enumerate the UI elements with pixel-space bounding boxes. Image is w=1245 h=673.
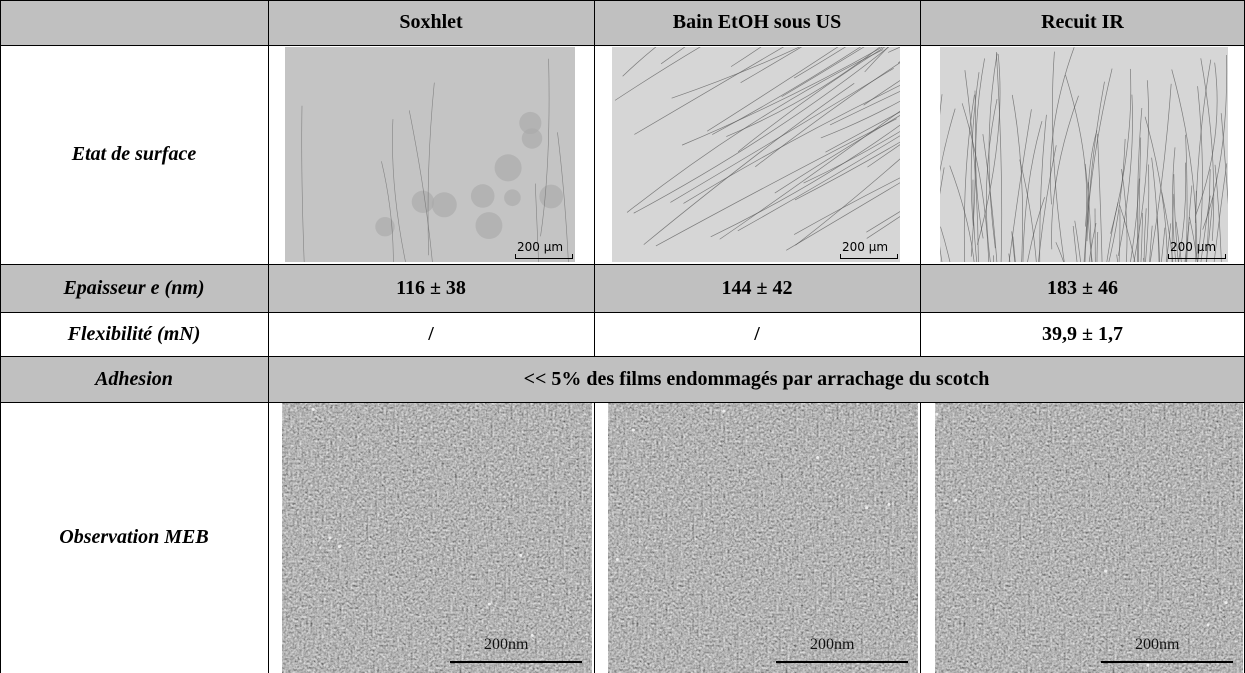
row-border (0, 0, 1245, 1)
sem-image (282, 403, 592, 673)
scale-label: 200 µm (1170, 240, 1217, 254)
col-border (0, 0, 1, 673)
scale-bar (450, 661, 582, 663)
scale-bar (1101, 661, 1233, 663)
row-border (0, 312, 1245, 313)
col-border (920, 402, 921, 673)
row-label: Adhesion (0, 356, 268, 402)
col-border (594, 402, 595, 673)
row-border (0, 402, 1245, 403)
value-cell: 39,9 ± 1,7 (1042, 322, 1123, 345)
row-label: Observation MEB (59, 526, 209, 548)
column-header: Recuit IR (920, 0, 1245, 45)
scale-bar (776, 661, 908, 663)
scale-label: 200nm (484, 636, 529, 653)
column-header: Bain EtOH sous US (594, 0, 920, 45)
surface-image (940, 47, 1228, 262)
row-label: Epaisseur e (nm) (0, 264, 268, 312)
scale-bar (515, 254, 573, 259)
surface-image (285, 47, 575, 262)
col-border (920, 0, 921, 356)
col-border (594, 0, 595, 356)
surface-image (612, 47, 900, 262)
value-cell: 183 ± 46 (920, 264, 1245, 312)
scale-bar (840, 254, 898, 259)
value-cell: / (754, 322, 760, 345)
value-cell: 116 ± 38 (268, 264, 594, 312)
column-header: Soxhlet (268, 0, 594, 45)
row-border (0, 356, 1245, 357)
sem-image (608, 403, 918, 673)
row-label: Flexibilité (mN) (67, 322, 201, 345)
row-border (0, 45, 1245, 46)
row-label: Etat de surface (71, 143, 197, 165)
merged-cell: << 5% des films endommagés par arrachage… (268, 356, 1245, 402)
value-cell: 144 ± 42 (594, 264, 920, 312)
col-border (268, 0, 269, 673)
scale-label: 200 µm (842, 240, 889, 254)
row-border (0, 264, 1245, 265)
scale-label: 200 µm (517, 240, 564, 254)
value-cell: / (428, 322, 434, 345)
scale-label: 200nm (1135, 636, 1180, 653)
sem-image (935, 403, 1243, 673)
scale-label: 200nm (810, 636, 855, 653)
header-cell (0, 0, 268, 45)
scale-bar (1168, 254, 1226, 259)
